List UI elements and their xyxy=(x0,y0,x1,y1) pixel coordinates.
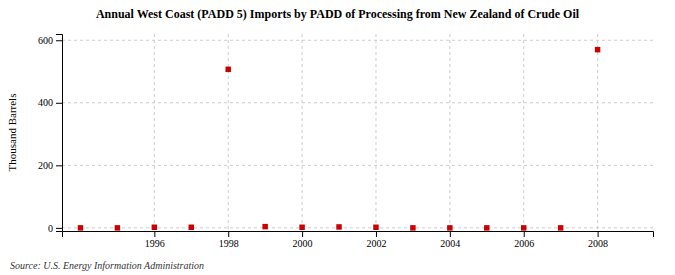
x-axis: 1996 1998 2000 2002 2004 2006 2008 xyxy=(63,231,654,249)
x-tick-mark xyxy=(228,231,229,237)
x-tick: 2002 xyxy=(366,231,386,249)
point xyxy=(262,224,267,229)
point xyxy=(189,225,194,230)
x-tick: 2004 xyxy=(440,231,460,249)
x-grid-line xyxy=(154,34,155,231)
points xyxy=(78,47,601,231)
y-tick-label: 0 xyxy=(48,223,53,234)
x-axis-line xyxy=(63,232,654,238)
x-tick-label: 2006 xyxy=(514,238,534,249)
x-tick-mark xyxy=(302,231,303,237)
y-tick-mark xyxy=(56,40,62,41)
x-grid-line xyxy=(228,34,229,231)
point xyxy=(336,224,341,229)
x-tick-label: 2002 xyxy=(366,238,386,249)
y-tick-label: 200 xyxy=(38,160,53,171)
x-tick: 2006 xyxy=(514,231,534,249)
x-tick-mark xyxy=(524,231,525,237)
chart: 1996 1998 2000 2002 2004 2006 2008 0 200 400 600 An… xyxy=(0,0,675,275)
x-tick-label: 2008 xyxy=(588,238,608,249)
y-tick-label: 600 xyxy=(38,35,53,46)
annotation: Source: U.S. Energy Information Administ… xyxy=(10,260,204,271)
y-grid-line xyxy=(62,102,653,103)
x-tick-mark xyxy=(376,231,377,237)
y-tick: 200 xyxy=(38,160,62,171)
point xyxy=(152,225,157,230)
x-grid-line xyxy=(375,34,376,231)
x-grid-line xyxy=(597,34,598,231)
x-tick: 1996 xyxy=(145,231,165,249)
y-axis-title: Thousand Barrels xyxy=(6,94,18,172)
x-tick-mark xyxy=(154,231,155,237)
point xyxy=(521,225,526,230)
x-tick-label: 1996 xyxy=(145,238,165,249)
y-tick-mark xyxy=(56,103,62,104)
y-axis-line xyxy=(56,35,63,232)
y-tick: 600 xyxy=(38,35,62,46)
y-axis: 0 200 400 600 xyxy=(38,35,63,234)
chart-container: 1996 1998 2000 2002 2004 2006 2008 0 200 400 600 An… xyxy=(0,0,675,275)
y-tick: 400 xyxy=(38,97,62,108)
y-tick-mark xyxy=(56,228,62,229)
y-grid-line xyxy=(62,227,653,228)
x-tick-mark xyxy=(450,231,451,237)
point xyxy=(373,225,378,230)
x-tick-label: 2004 xyxy=(440,238,460,249)
y-grid-line xyxy=(62,40,653,41)
point xyxy=(447,225,452,230)
y-grid-line xyxy=(62,165,653,166)
x-tick-label: 1998 xyxy=(219,238,239,249)
x-grid-line xyxy=(302,34,303,231)
point xyxy=(299,225,304,230)
x-grid-line xyxy=(449,34,450,231)
x-tick: 2000 xyxy=(293,231,313,249)
point xyxy=(484,225,489,230)
point xyxy=(595,47,600,52)
point xyxy=(558,225,563,230)
x-tick: 1998 xyxy=(219,231,239,249)
y-tick-label: 400 xyxy=(38,97,53,108)
grid xyxy=(62,34,653,231)
x-tick: 2008 xyxy=(588,231,608,249)
y-tick-mark xyxy=(56,165,62,166)
point xyxy=(115,225,120,230)
point xyxy=(78,225,83,230)
x-grid-line xyxy=(523,34,524,231)
x-tick-mark xyxy=(598,231,599,237)
title: Annual West Coast (PADD 5) Imports by PA… xyxy=(96,7,580,21)
y-tick: 0 xyxy=(48,223,62,234)
point xyxy=(225,67,230,72)
x-tick-label: 2000 xyxy=(293,238,313,249)
point xyxy=(410,225,415,230)
